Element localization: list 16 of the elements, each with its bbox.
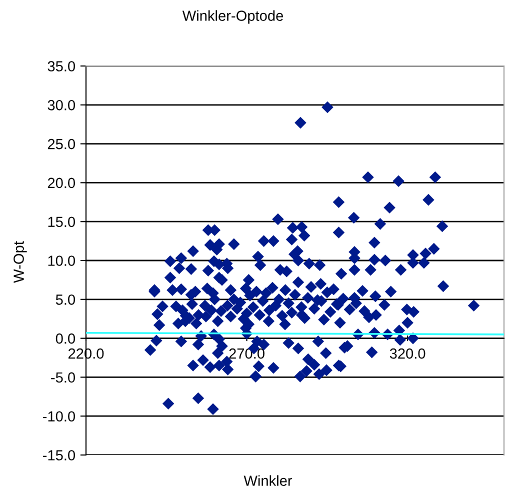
y-tick-label: -5.0 — [51, 372, 76, 383]
y-axis-title: W-Opt — [14, 241, 27, 283]
y-tick-label: -15.0 — [42, 450, 76, 460]
y-tick-label: 30.0 — [48, 100, 76, 110]
x-tick-label: 320.0 — [390, 348, 426, 359]
y-tick-label: 20.0 — [48, 178, 76, 188]
chart-title: Winkler-Optode — [182, 10, 284, 24]
y-tick-label: 0.0 — [56, 333, 76, 344]
y-tick-label: 15.0 — [48, 216, 76, 228]
y-tick-label: 5.0 — [56, 294, 76, 305]
y-tick-label: 35.0 — [48, 61, 76, 72]
y-tick-label: 25.0 — [48, 138, 76, 150]
y-tick-label: 10.0 — [48, 256, 76, 266]
y-tick-label: -10.0 — [42, 411, 76, 422]
x-axis-title: Winkler — [244, 475, 292, 486]
x-tick-label: 270.0 — [229, 348, 264, 359]
